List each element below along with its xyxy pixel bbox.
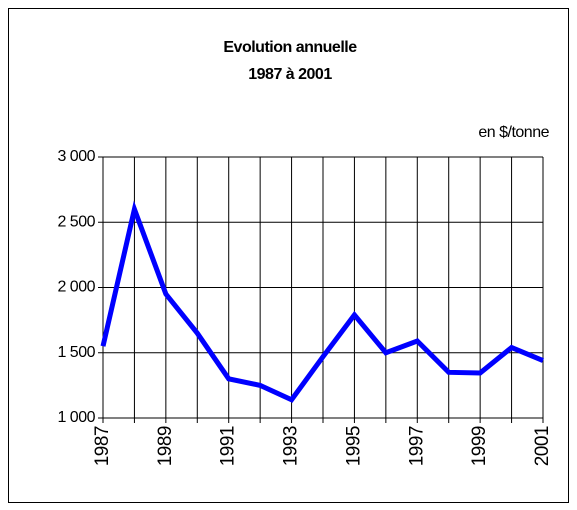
- chart-title: Evolution annuelle: [223, 39, 357, 56]
- chart-subtitle: 1987 à 2001: [248, 66, 332, 83]
- x-tick-label: 1989: [155, 426, 176, 466]
- y-tick-label: 1 500: [57, 344, 95, 361]
- x-tick-label: 1999: [469, 426, 490, 466]
- y-tick-label: 1 000: [57, 409, 95, 426]
- y-tick-label: 2 000: [57, 279, 95, 296]
- x-tick-label: 2001: [532, 426, 553, 466]
- unit-label: en $/tonne: [478, 124, 549, 141]
- x-tick-label: 1993: [281, 426, 302, 466]
- chart-border: [8, 8, 569, 503]
- data-line: [100, 200, 544, 403]
- y-tick-label: 2 500: [57, 213, 95, 230]
- x-tick-label: 1995: [343, 426, 364, 466]
- x-tick-label: 1991: [218, 426, 239, 466]
- y-tick-label: 3 000: [57, 148, 95, 165]
- x-tick-label: 1997: [406, 426, 427, 466]
- x-tick-label: 1987: [92, 426, 113, 466]
